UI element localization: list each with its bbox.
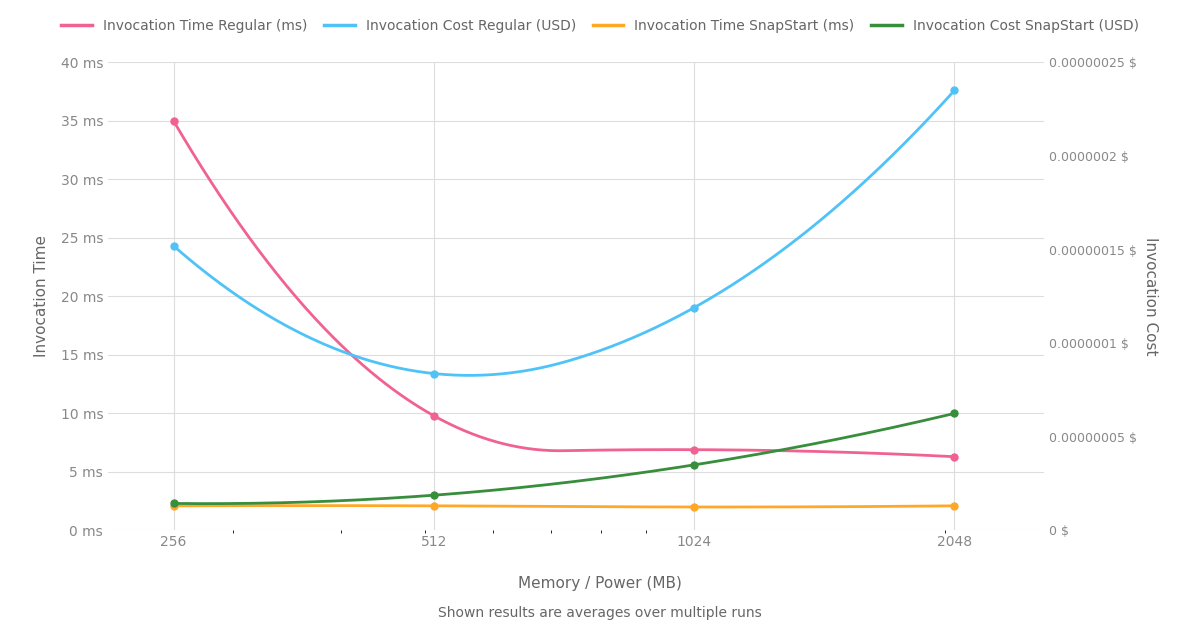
Text: Memory / Power (MB): Memory / Power (MB)	[518, 576, 682, 591]
Text: Shown results are averages over multiple runs: Shown results are averages over multiple…	[438, 605, 762, 620]
Y-axis label: Invocation Cost: Invocation Cost	[1142, 237, 1158, 356]
Y-axis label: Invocation Time: Invocation Time	[35, 235, 49, 358]
Legend: Invocation Time Regular (ms), Invocation Cost Regular (USD), Invocation Time Sna: Invocation Time Regular (ms), Invocation…	[55, 13, 1145, 38]
